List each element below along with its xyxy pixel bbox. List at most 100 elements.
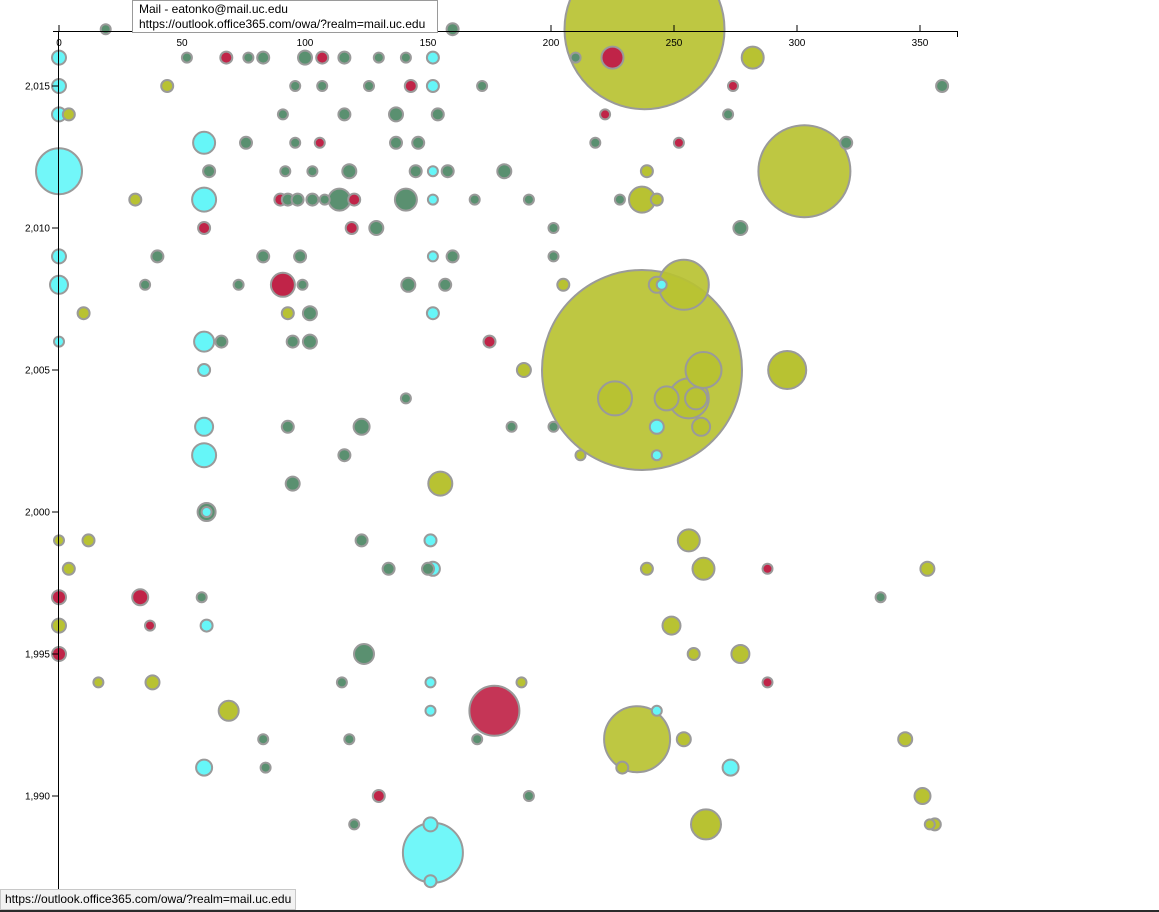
data-point[interactable] (257, 733, 270, 746)
data-point[interactable] (661, 615, 682, 636)
data-point[interactable] (276, 108, 289, 121)
data-point[interactable] (423, 533, 438, 548)
data-point[interactable] (672, 136, 685, 149)
data-point[interactable] (343, 733, 356, 746)
data-point[interactable] (541, 269, 743, 471)
data-point[interactable] (425, 50, 440, 65)
data-point[interactable] (393, 187, 418, 212)
data-point[interactable] (515, 362, 532, 378)
data-point[interactable] (180, 51, 193, 64)
data-point[interactable] (289, 136, 302, 149)
data-point[interactable] (139, 278, 152, 291)
data-point[interactable] (426, 193, 439, 206)
data-point[interactable] (655, 278, 668, 291)
data-point[interactable] (347, 192, 362, 207)
data-point[interactable] (197, 363, 212, 377)
data-point[interactable] (306, 165, 319, 178)
data-point[interactable] (438, 277, 453, 292)
data-point[interactable] (290, 192, 305, 207)
data-point[interactable] (522, 193, 535, 206)
data-point[interactable] (131, 588, 150, 607)
data-point[interactable] (160, 79, 175, 93)
data-point[interactable] (289, 80, 302, 92)
data-point[interactable] (639, 561, 654, 576)
data-point[interactable] (425, 79, 440, 93)
data-point[interactable] (426, 250, 439, 263)
data-point[interactable] (239, 135, 253, 150)
data-point[interactable] (599, 108, 612, 121)
data-point[interactable] (259, 761, 272, 774)
data-point[interactable] (337, 107, 352, 122)
data-point[interactable] (381, 561, 396, 576)
data-point[interactable] (547, 250, 560, 263)
data-point[interactable] (650, 449, 663, 462)
data-point[interactable] (400, 276, 417, 293)
data-point[interactable] (603, 705, 672, 774)
data-point[interactable] (284, 475, 301, 492)
data-point[interactable] (195, 591, 208, 604)
data-point[interactable] (761, 676, 774, 689)
data-point[interactable] (352, 417, 371, 436)
data-point[interactable] (256, 50, 271, 65)
data-point[interactable] (316, 80, 329, 92)
data-point[interactable] (297, 49, 313, 66)
data-point[interactable] (214, 334, 229, 349)
data-point[interactable] (327, 187, 352, 212)
data-point[interactable] (296, 278, 309, 291)
data-point[interactable] (468, 193, 481, 206)
data-point[interactable] (371, 789, 386, 803)
data-point[interactable] (639, 164, 654, 179)
data-point[interactable] (468, 684, 521, 737)
data-point[interactable] (684, 386, 709, 411)
data-point[interactable] (217, 699, 240, 722)
data-point[interactable] (202, 164, 217, 179)
data-point[interactable] (144, 619, 156, 632)
data-point[interactable] (471, 733, 484, 746)
data-point[interactable] (389, 135, 403, 150)
data-point[interactable] (144, 674, 161, 691)
data-point[interactable] (335, 676, 348, 689)
data-point[interactable] (919, 560, 936, 577)
data-point[interactable] (193, 330, 216, 353)
data-point[interactable] (285, 334, 300, 349)
data-point[interactable] (727, 80, 739, 92)
data-point[interactable] (476, 80, 489, 92)
data-point[interactable] (269, 271, 296, 298)
data-point[interactable] (150, 249, 165, 264)
data-point[interactable] (341, 163, 358, 180)
data-point[interactable] (279, 165, 292, 178)
data-point[interactable] (337, 448, 352, 463)
data-point[interactable] (874, 591, 887, 604)
data-point[interactable] (730, 644, 751, 664)
data-point[interactable] (199, 618, 214, 633)
data-point[interactable] (280, 419, 295, 434)
data-point[interactable] (388, 106, 404, 123)
data-point[interactable] (301, 305, 318, 322)
data-point[interactable] (556, 277, 571, 292)
data-point[interactable] (61, 107, 76, 122)
data-point[interactable] (600, 45, 625, 70)
data-point[interactable] (721, 758, 740, 777)
data-point[interactable] (425, 306, 440, 321)
data-point[interactable] (200, 506, 213, 518)
data-point[interactable] (935, 79, 950, 93)
data-point[interactable] (839, 135, 854, 150)
data-point[interactable] (348, 818, 361, 831)
data-point[interactable] (197, 221, 212, 235)
data-point[interactable] (411, 135, 426, 150)
data-point[interactable] (675, 731, 692, 748)
data-point[interactable] (423, 874, 438, 889)
data-point[interactable] (897, 731, 914, 748)
data-point[interactable] (422, 816, 439, 833)
data-point[interactable] (191, 442, 218, 469)
data-point[interactable] (344, 221, 359, 235)
data-point[interactable] (403, 79, 418, 93)
data-point[interactable] (440, 164, 455, 179)
data-point[interactable] (363, 80, 375, 92)
data-point[interactable] (195, 758, 214, 777)
data-point[interactable] (219, 50, 234, 65)
data-point[interactable] (445, 22, 460, 37)
data-point[interactable] (92, 676, 105, 689)
data-point[interactable] (691, 416, 712, 437)
data-point[interactable] (732, 220, 749, 236)
